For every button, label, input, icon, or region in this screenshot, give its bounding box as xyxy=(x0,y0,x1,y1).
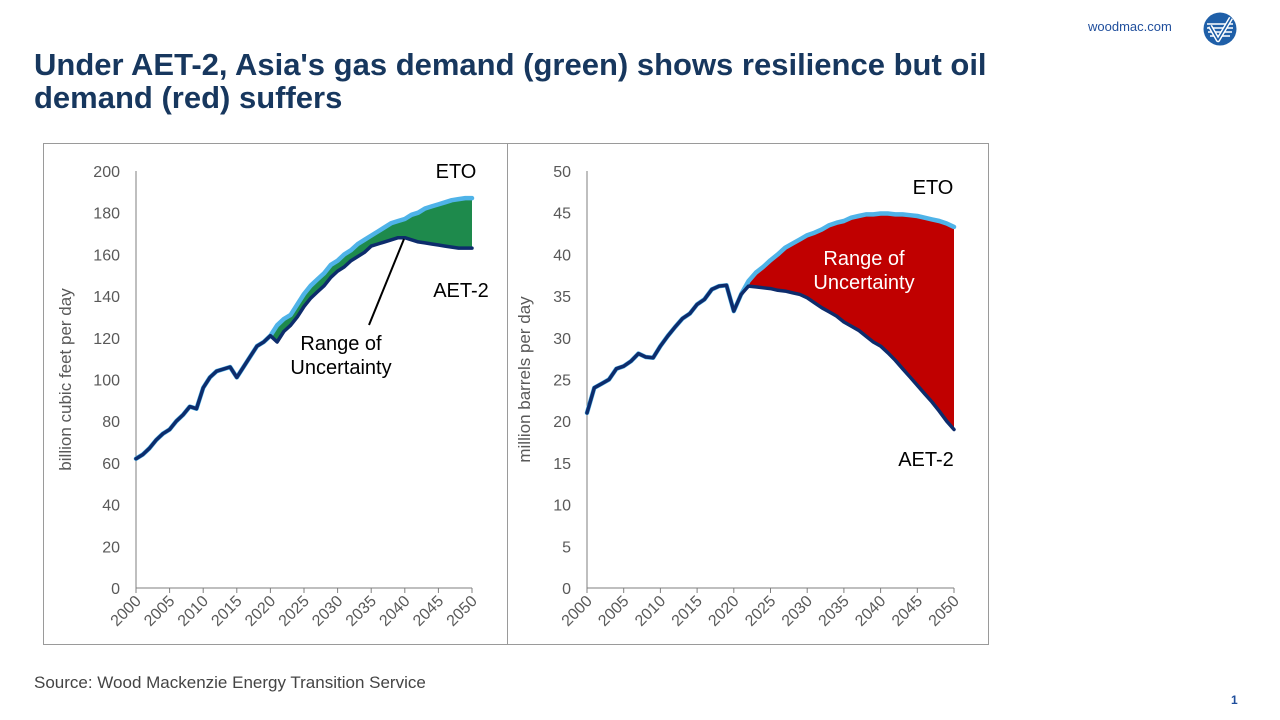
y-tick-label: 25 xyxy=(553,373,571,390)
x-tick-label: 2020 xyxy=(705,593,742,630)
gas-demand-chart: 0204060801001201401601802002000200520102… xyxy=(56,161,489,630)
x-tick-label: 2010 xyxy=(175,593,212,630)
y-tick-label: 140 xyxy=(93,289,120,306)
y-tick-label: 200 xyxy=(93,164,120,181)
series-label-aet-2: AET-2 xyxy=(433,280,489,302)
x-tick-label: 2045 xyxy=(410,593,447,630)
gas-demand-chart-panel: 0 20 40 60 80 100 120 140 160 180 200 2000 2005 2010 2… xyxy=(43,143,508,645)
x-tick-label: 2050 xyxy=(926,593,963,630)
y-tick-label: 180 xyxy=(93,206,120,223)
y-tick-label: 35 xyxy=(553,289,571,306)
y-tick-label: 15 xyxy=(553,456,571,473)
y-tick-label: 160 xyxy=(93,247,120,264)
x-tick-label: 2015 xyxy=(208,593,245,630)
uncertainty-band xyxy=(136,198,472,459)
x-tick-label: 2010 xyxy=(632,593,669,630)
x-tick-label: 2040 xyxy=(852,593,889,630)
series-label-eto: ETO xyxy=(913,177,954,199)
y-tick-label: 60 xyxy=(102,456,120,473)
series-label-eto: ETO xyxy=(436,161,477,183)
woodmac-logo-icon xyxy=(1203,12,1237,46)
y-tick-label: 80 xyxy=(102,414,120,431)
y-axis-title: billion cubic feet per day xyxy=(56,288,75,471)
x-tick-label: 2035 xyxy=(816,593,853,630)
x-tick-label: 2000 xyxy=(108,593,145,630)
x-tick-label: 2000 xyxy=(559,593,596,630)
y-tick-label: 120 xyxy=(93,331,120,348)
x-tick-label: 2005 xyxy=(141,593,178,630)
y-tick-label: 45 xyxy=(553,206,571,223)
y-tick-label: 20 xyxy=(102,539,120,556)
x-tick-label: 2025 xyxy=(742,593,779,630)
x-tick-label: 2020 xyxy=(242,593,279,630)
y-axis-title: million barrels per day xyxy=(515,296,534,463)
series-line-aet-2 xyxy=(585,283,956,432)
page-number: 1 xyxy=(1231,693,1238,707)
y-tick-label: 40 xyxy=(553,247,571,264)
range-of-uncertainty-label: Range of Uncertainty xyxy=(290,333,391,379)
oil-demand-chart-panel: 0 5 10 15 20 25 30 35 40 45 50 2000 2005 2010 2015 2020… xyxy=(507,143,989,645)
source-note: Source: Wood Mackenzie Energy Transition… xyxy=(34,673,426,692)
x-tick-label: 2040 xyxy=(376,593,413,630)
y-tick-label: 0 xyxy=(111,581,120,598)
x-tick-label: 2030 xyxy=(309,593,346,630)
series-line-aet-2 xyxy=(134,235,474,461)
y-tick-label: 10 xyxy=(553,498,571,515)
series-label-aet-2: AET-2 xyxy=(898,449,954,471)
x-tick-label: 2015 xyxy=(669,593,706,630)
y-tick-label: 20 xyxy=(553,414,571,431)
x-tick-label: 2045 xyxy=(889,593,926,630)
y-tick-label: 100 xyxy=(93,373,120,390)
y-tick-label: 50 xyxy=(553,164,571,181)
y-tick-label: 40 xyxy=(102,498,120,515)
x-tick-label: 2035 xyxy=(343,593,380,630)
y-tick-label: 30 xyxy=(553,331,571,348)
x-tick-label: 2030 xyxy=(779,593,816,630)
uncertainty-band xyxy=(587,213,954,430)
x-tick-label: 2050 xyxy=(444,593,481,630)
range-of-uncertainty-label: Range of Uncertainty xyxy=(813,248,914,294)
site-url[interactable]: woodmac.com xyxy=(1088,19,1172,34)
x-tick-label: 2005 xyxy=(595,593,632,630)
y-tick-label: 0 xyxy=(562,581,571,598)
x-tick-label: 2025 xyxy=(276,593,313,630)
y-tick-label: 5 xyxy=(562,539,571,556)
range-leader-line xyxy=(368,238,405,326)
slide-title: Under AET-2, Asia's gas demand (green) s… xyxy=(34,47,987,115)
